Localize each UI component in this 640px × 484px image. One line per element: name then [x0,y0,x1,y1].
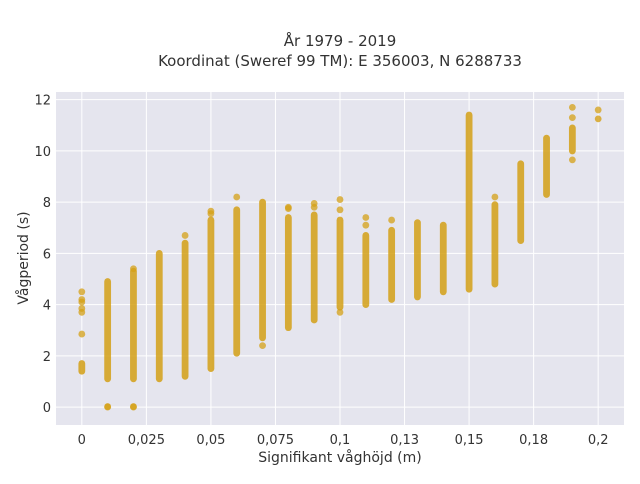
y-tick-label: 0 [43,401,51,416]
data-point [336,206,344,214]
chart-title-line2: Koordinat (Sweref 99 TM): E 356003, N 62… [158,52,522,70]
data-point [104,403,112,410]
x-tick-label: 0,13 [390,433,419,448]
tick-labels: 0 0,025 0,05 0,075 0,1 0,13 0,15 0,18 0,2 0 2 4 6 8 10… [34,94,608,448]
x-tick-label: 0,15 [455,433,484,448]
data-point [259,342,266,349]
data-point [594,115,602,123]
x-axis-label: Signifikant våghöjd (m) [258,449,421,466]
data-point [78,288,86,296]
data-point [130,265,137,273]
y-tick-label: 10 [34,145,51,160]
data-point [130,403,137,410]
data-point [568,156,576,164]
data-point [362,221,370,229]
x-tick-label: 0,05 [196,433,225,448]
x-tick-label: 0,18 [519,433,548,448]
data-point [336,308,344,316]
data-point [181,232,189,239]
data-point [310,200,318,207]
data-point [336,196,344,203]
y-axis-label: Vågperiod (s) [15,211,32,304]
data-point [207,207,215,215]
data-point [78,296,86,303]
data-point [362,214,370,221]
data-points [78,103,602,411]
data-point [233,193,241,201]
y-tick-label: 12 [34,94,51,109]
data-point [568,103,576,111]
data-point [284,203,292,211]
data-point [388,216,396,224]
data-point [594,106,602,114]
x-tick-label: 0,075 [257,433,294,448]
y-tick-label: 6 [43,247,51,262]
chart-title-line1: År 1979 - 2019 [284,31,397,50]
x-tick-label: 0,025 [128,433,165,448]
y-tick-label: 4 [43,299,51,314]
y-tick-label: 2 [43,350,51,365]
x-tick-label: 0,2 [588,433,609,448]
y-tick-label: 8 [43,196,51,211]
data-point [78,305,86,312]
x-tick-label: 0,1 [330,433,351,448]
x-tick-label: 0 [78,433,86,448]
data-point [568,114,576,122]
data-point [78,330,86,338]
data-point [491,193,499,201]
